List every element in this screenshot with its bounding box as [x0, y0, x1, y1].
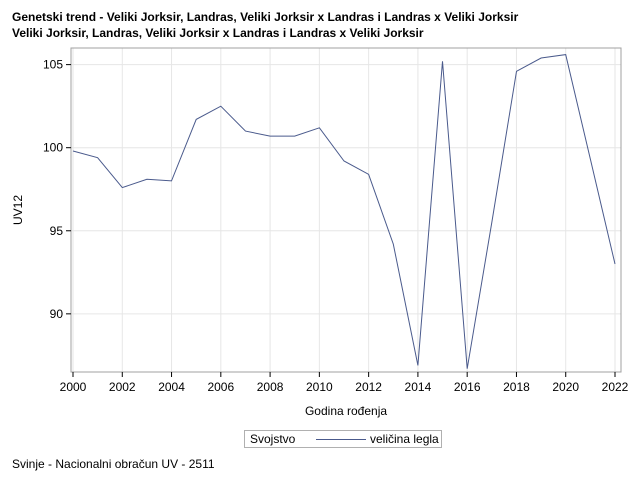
legend-title: Svojstvo [250, 432, 296, 446]
y-tick-label: 95 [50, 224, 64, 238]
x-tick-label: 2010 [306, 380, 333, 394]
x-tick-label: 2002 [109, 380, 136, 394]
grid-lines [71, 48, 621, 372]
chart-title-line-1: Genetski trend - Veliki Jorksir, Landras… [12, 10, 519, 24]
x-tick-label: 2018 [503, 380, 530, 394]
x-tick-label: 2022 [602, 380, 629, 394]
y-axis-ticks: 90 95 100 105 [43, 58, 71, 321]
legend: Svojstvo veličina legla [244, 430, 442, 448]
x-axis-ticks: 2000 2002 2004 2006 2008 2010 2012 2014 2016 2018… [60, 372, 629, 394]
x-tick-label: 2012 [355, 380, 382, 394]
y-axis-label: UV12 [11, 195, 25, 225]
y-tick-label: 105 [43, 58, 63, 72]
x-tick-label: 2006 [207, 380, 234, 394]
x-tick-label: 2004 [158, 380, 185, 394]
x-tick-label: 2014 [405, 380, 432, 394]
x-tick-label: 2016 [454, 380, 481, 394]
x-tick-label: 2008 [257, 380, 284, 394]
footnote: Svinje - Nacionalni obračun UV - 2511 [12, 457, 215, 471]
legend-series-swatch [316, 439, 366, 440]
y-tick-label: 90 [50, 307, 64, 321]
chart-title-line-2: Veliki Jorksir, Landras, Veliki Jorksir … [12, 26, 424, 40]
x-tick-label: 2020 [552, 380, 579, 394]
series-line [72, 54, 616, 369]
legend-series-label: veličina legla [370, 432, 439, 446]
plot-frame [70, 47, 622, 373]
series-layer [72, 54, 616, 369]
x-axis-label: Godina rođenja [305, 404, 387, 418]
x-tick-label: 2000 [60, 380, 87, 394]
y-tick-label: 100 [43, 141, 63, 155]
